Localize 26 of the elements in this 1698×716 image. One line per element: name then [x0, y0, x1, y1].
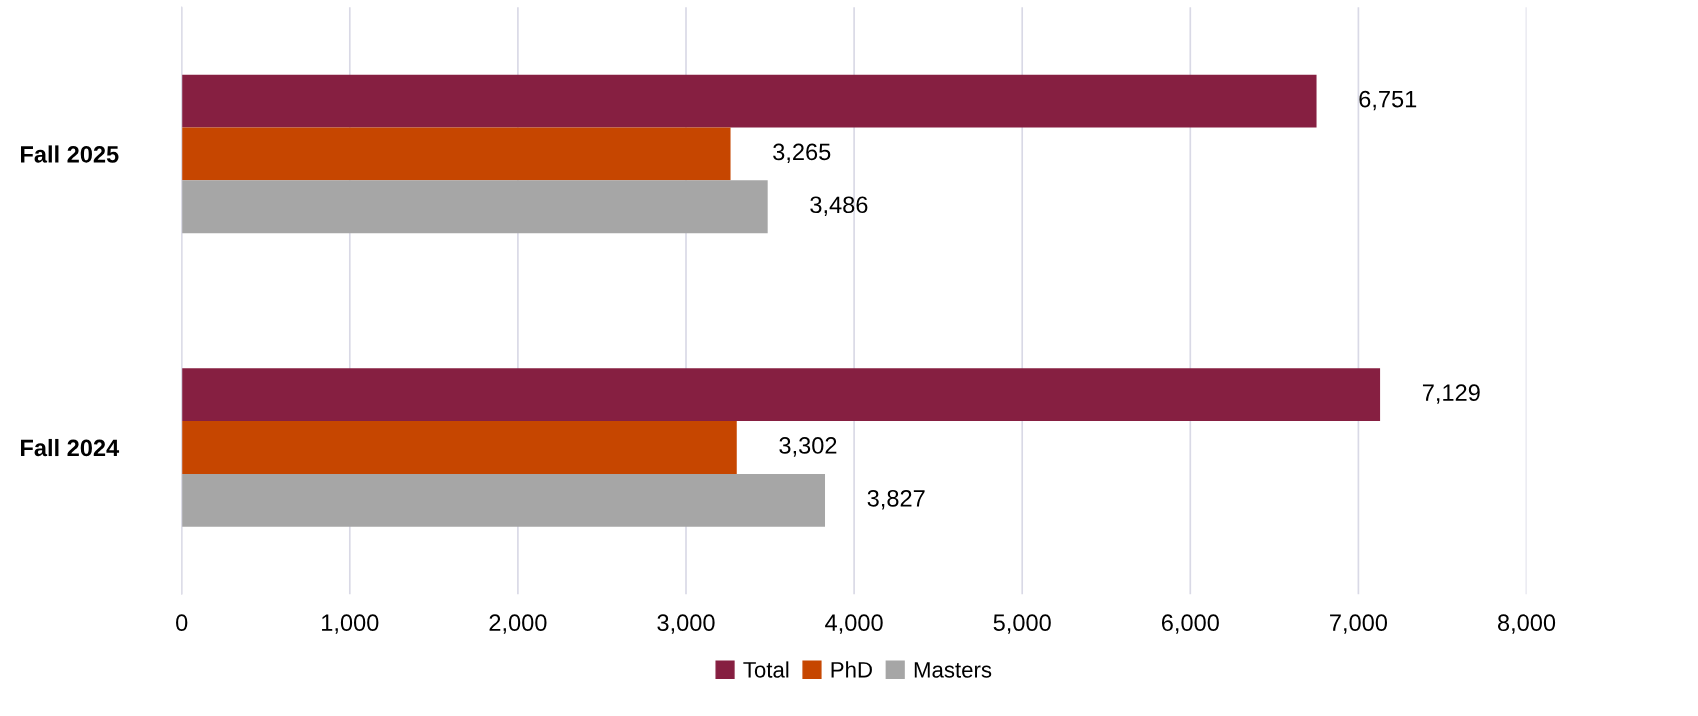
- x-tick-label: 4,000: [825, 614, 883, 634]
- data-label: 3,486: [810, 196, 868, 216]
- x-tick-label: 8,000: [1497, 614, 1556, 634]
- data-label: 7,129: [1422, 384, 1480, 404]
- bar: [181, 180, 768, 234]
- data-label: 3,827: [867, 489, 925, 510]
- data-label: 3,302: [779, 437, 837, 457]
- x-tick-label: 1,000: [322, 614, 379, 634]
- bar: [181, 74, 1317, 128]
- bar: [181, 473, 826, 527]
- y-tick-label: Fall 2025: [21, 145, 119, 163]
- bar: [181, 127, 731, 181]
- x-tick-label: 6,000: [1161, 614, 1219, 634]
- x-tick-label: 0: [176, 614, 188, 632]
- y-tick-label: Fall 2024: [21, 438, 120, 457]
- x-tick-label: 5,000: [993, 614, 1051, 634]
- legend-label: Total: [743, 661, 789, 678]
- bar: [181, 368, 1381, 422]
- data-label: 6,751: [1359, 90, 1417, 111]
- bar: [181, 421, 737, 474]
- legend-label: Masters: [914, 662, 992, 678]
- data-label: 3,265: [773, 143, 831, 164]
- x-tick-label: 2,000: [489, 614, 547, 634]
- x-tick-label: 7,000: [1330, 614, 1388, 634]
- x-tick-label: 3,000: [657, 614, 715, 634]
- legend-label: PhD: [831, 661, 872, 678]
